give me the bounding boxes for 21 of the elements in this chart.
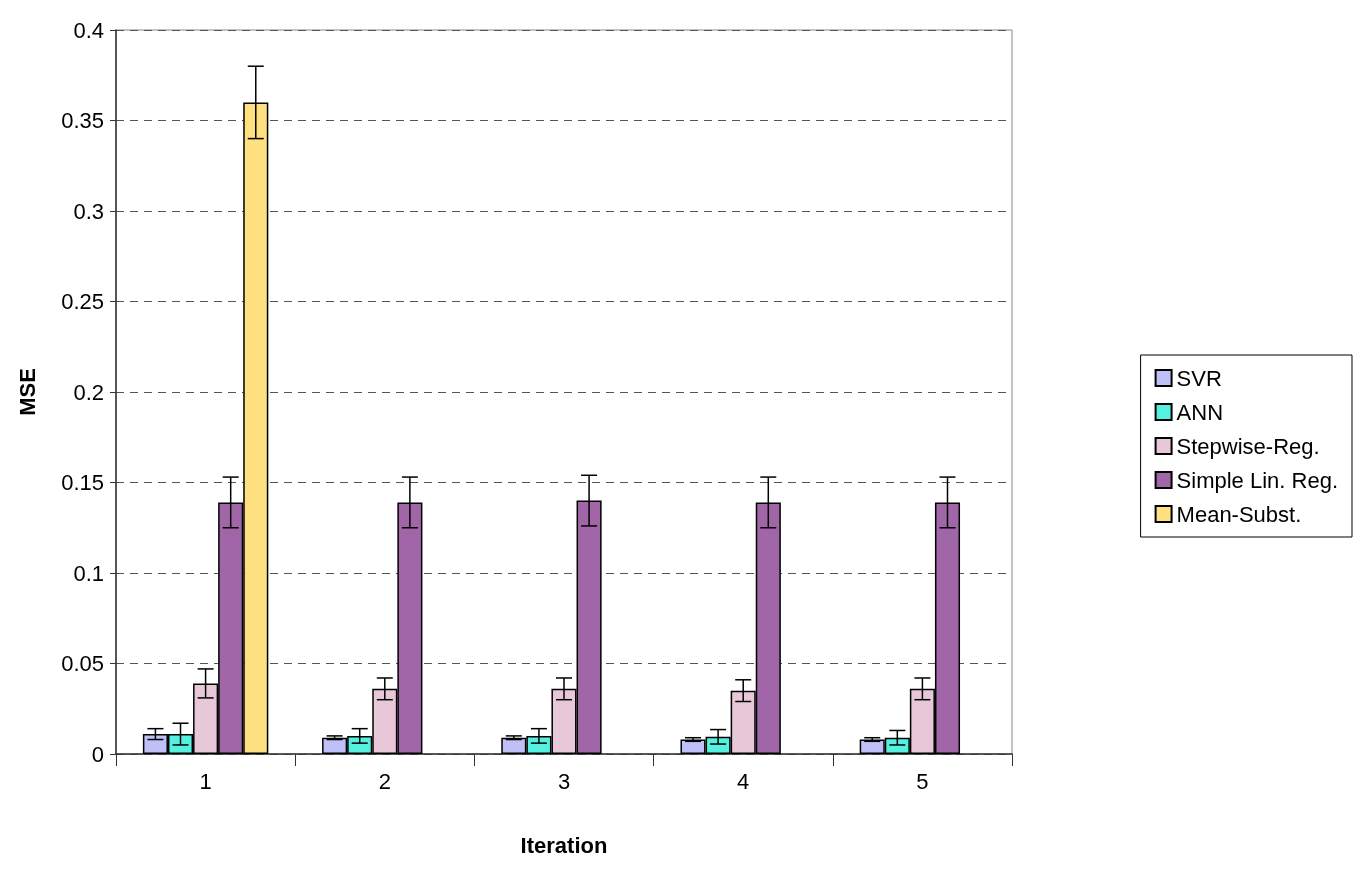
y-tick-label: 0.4 [73, 17, 104, 43]
y-tick-label: 0.15 [61, 470, 104, 495]
y-tick-label: 0.1 [73, 560, 104, 586]
x-tick-label: 5 [916, 768, 929, 794]
legend-label: SVR [1176, 365, 1222, 391]
y-tick-label: 0.3 [73, 198, 104, 224]
y-tick-label: 0.25 [61, 289, 104, 314]
x-tick-label: 2 [378, 768, 391, 794]
legend-label: Mean-Subst. [1176, 501, 1302, 527]
legend-label: Simple Lin. Reg. [1176, 467, 1339, 493]
y-tick-label: 0 [91, 741, 104, 767]
x-tick-label: 1 [199, 768, 212, 794]
x-tick-label: 4 [737, 768, 750, 794]
x-axis-title: Iteration [520, 832, 608, 858]
y-tick-label: 0.35 [61, 108, 104, 133]
legend-label: Stepwise-Reg. [1176, 433, 1320, 459]
y-tick-label: 0.2 [73, 379, 104, 405]
legend-label: ANN [1176, 399, 1224, 425]
y-axis-title: MSE [14, 368, 40, 416]
x-tick-label: 3 [557, 768, 571, 794]
y-tick-label: 0.05 [61, 651, 104, 676]
